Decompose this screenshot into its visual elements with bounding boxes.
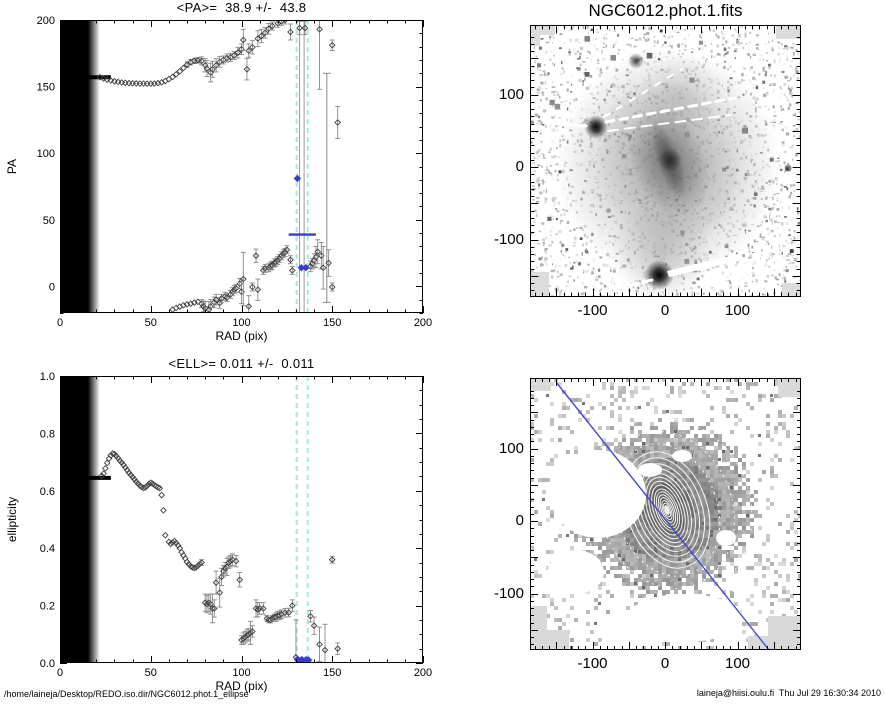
ell-blue-point (304, 656, 313, 663)
ell-ticks (60, 376, 424, 664)
x-tick-label: 100 (724, 655, 751, 672)
pa-plot-svg: 0 50 100 150 200 0 50 100 150 200 RAD (pix) PA (5, 15, 433, 343)
pa-plot-panel: <PA>= 38.9 +/- 43.8 0 50 100 150 200 0 50 100 15… (0, 0, 442, 354)
x-tick-label: 0 (660, 302, 670, 319)
x-tick-label: -100 (577, 655, 608, 672)
svg-text:0.8: 0.8 (40, 428, 55, 440)
ell-ylabel: ellipticity (5, 497, 19, 542)
svg-text:1.0: 1.0 (40, 371, 55, 383)
galaxy-image (530, 25, 801, 297)
galaxy-fit-image (530, 378, 801, 650)
pa-blue-point (293, 174, 302, 183)
svg-text:0.4: 0.4 (40, 543, 55, 555)
y-tick-label: -100 (493, 230, 524, 248)
fits-image-title: NGC6012.phot.1.fits (588, 1, 743, 20)
svg-text:50: 50 (145, 317, 157, 329)
x-tick-label: -100 (577, 302, 608, 319)
y-tick-label: 100 (498, 85, 524, 103)
svg-text:0: 0 (57, 317, 63, 329)
svg-text:0: 0 (49, 281, 55, 293)
pa-saturation-band (60, 20, 100, 313)
svg-text:150: 150 (37, 82, 55, 94)
pa-frame (60, 20, 423, 313)
svg-text:0.2: 0.2 (40, 601, 55, 613)
footer-user-timestamp: laineja@hiisi.oulu.fi Thu Jul 29 16:30:3… (696, 688, 881, 698)
svg-text:0.0: 0.0 (40, 658, 55, 670)
svg-text:50: 50 (145, 667, 157, 679)
ell-tick-labels: 0 50 100 150 200 0.0 0.2 0.4 0.6 0.8 1.0 (40, 371, 432, 679)
footer-file-path: /home/laineja/Desktop/REDO.iso.dir/NGC60… (4, 689, 249, 699)
x-tick-label: 100 (724, 302, 751, 319)
ellipticity-plot-svg: 0 50 100 150 200 0.0 0.2 0.4 0.6 0.8 1.0 RAD (pix) e… (5, 371, 432, 693)
y-tick-label: 100 (498, 439, 524, 457)
svg-text:100: 100 (232, 667, 250, 679)
ellipticity-plot-title: <ELL>= 0.011 +/- 0.011 (168, 356, 315, 371)
pa-tick-labels: 0 50 100 150 200 0 50 100 150 200 (37, 15, 433, 329)
svg-text:0: 0 (57, 667, 63, 679)
svg-text:150: 150 (323, 667, 341, 679)
ell-xlabel: RAD (pix) (215, 679, 267, 693)
galaxy-fit-image-panel: -100 0 100 100 0 -100 (442, 354, 885, 708)
y-tick-label: 0 (515, 158, 524, 175)
pa-xlabel: RAD (pix) (215, 329, 267, 343)
y-tick-label: 0 (515, 512, 524, 529)
ell-frame (60, 376, 423, 663)
ell-data-layer (60, 376, 342, 663)
svg-text:200: 200 (414, 667, 432, 679)
pa-ticks (60, 20, 424, 314)
svg-text:100: 100 (37, 148, 55, 160)
svg-text:50: 50 (43, 215, 55, 227)
ell-saturation-band (60, 376, 100, 663)
galaxy-image-panel: NGC6012.phot.1.fits -100 0 100 100 0 -100 (442, 0, 885, 354)
svg-text:0.6: 0.6 (40, 486, 55, 498)
y-tick-label: -100 (493, 584, 524, 602)
pa-blue-point (302, 264, 310, 272)
ellipticity-plot-panel: <ELL>= 0.011 +/- 0.011 0 50 100 150 200 0.0 0.… (0, 354, 442, 708)
svg-text:100: 100 (232, 317, 250, 329)
svg-text:150: 150 (323, 317, 341, 329)
svg-text:200: 200 (37, 15, 55, 27)
pa-ylabel: PA (5, 159, 19, 174)
pa-plot-title: <PA>= 38.9 +/- 43.8 (176, 0, 307, 15)
x-tick-label: 0 (660, 655, 670, 672)
pa-data-layer (60, 20, 342, 313)
svg-text:200: 200 (414, 317, 432, 329)
